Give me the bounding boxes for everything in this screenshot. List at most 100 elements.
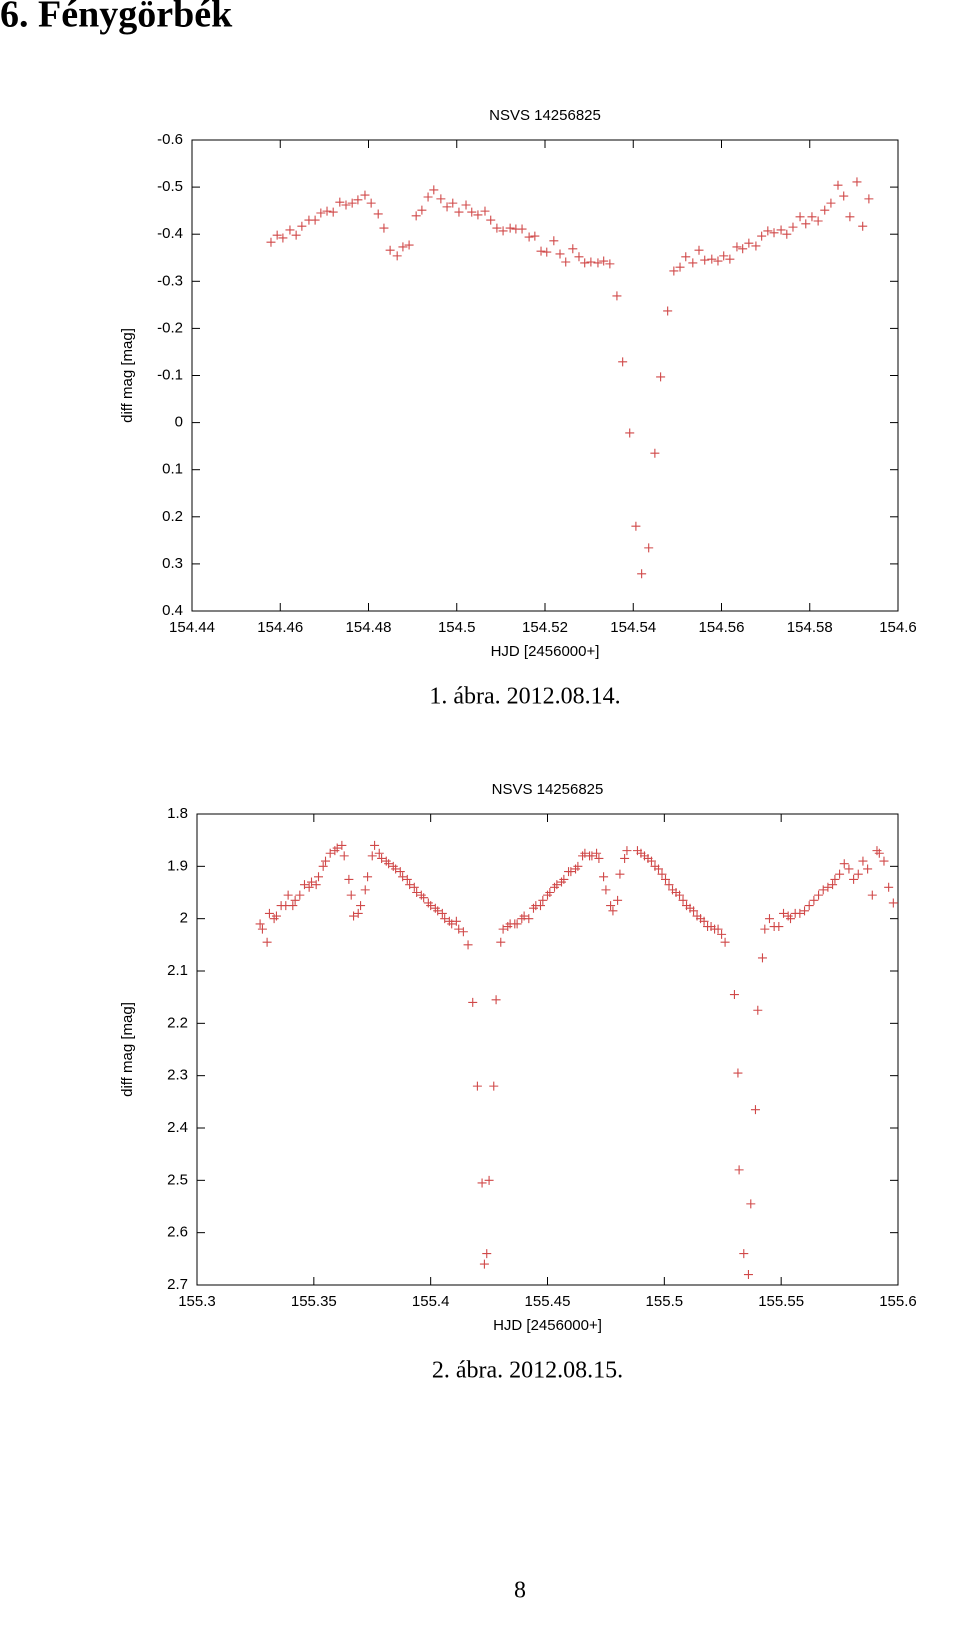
data-point: [322, 206, 332, 216]
data-point: [440, 914, 450, 924]
data-point: [587, 851, 597, 861]
data-point: [505, 223, 515, 233]
data-point: [661, 874, 671, 884]
data-point: [612, 291, 622, 301]
data-point: [750, 1105, 760, 1115]
y-tick-label: 0: [175, 414, 183, 431]
data-point: [484, 1175, 494, 1185]
data-point: [864, 194, 874, 204]
data-point: [782, 229, 792, 239]
data-point: [814, 890, 824, 900]
data-point: [555, 249, 565, 259]
data-point: [370, 840, 380, 850]
data-point: [573, 861, 583, 871]
data-point: [402, 874, 412, 884]
y-tick-label: 2.6: [167, 1224, 188, 1241]
data-point: [339, 851, 349, 861]
figure-caption: 2. ábra. 2012.08.15.: [432, 1358, 623, 1384]
data-point: [580, 848, 590, 858]
x-tick-label: 155.45: [525, 1293, 571, 1310]
data-point: [568, 244, 578, 254]
data-point: [356, 901, 366, 911]
data-point: [746, 1199, 756, 1209]
data-point: [622, 846, 632, 856]
data-point: [266, 237, 276, 247]
data-point: [448, 198, 458, 208]
x-tick-label: 154.46: [257, 619, 303, 636]
y-tick-label: 0.3: [162, 555, 183, 572]
data-point: [366, 198, 376, 208]
data-point: [412, 888, 422, 897]
data-point: [760, 924, 770, 934]
data-point: [417, 205, 427, 215]
data-point: [818, 885, 828, 895]
data-point: [461, 200, 471, 210]
data-point: [795, 212, 805, 222]
data-point: [398, 872, 408, 882]
data-point: [844, 864, 854, 874]
data-point: [353, 908, 363, 918]
data-point: [433, 906, 443, 916]
data-point: [321, 856, 331, 866]
data-point: [552, 880, 562, 890]
x-tick-label: 154.6: [879, 619, 917, 636]
data-point: [615, 869, 625, 879]
data-point: [774, 922, 784, 932]
x-tick-label: 154.56: [699, 619, 745, 636]
data-point: [272, 230, 282, 240]
y-tick-label: -0.5: [157, 178, 183, 195]
data-point: [538, 895, 548, 905]
data-point: [574, 252, 584, 262]
data-point: [310, 215, 320, 225]
y-tick-label: 2.1: [167, 962, 188, 979]
data-point: [734, 1165, 744, 1175]
data-point: [480, 206, 490, 216]
data-point: [314, 872, 324, 882]
data-point: [530, 231, 540, 241]
data-point: [675, 262, 685, 272]
data-point: [374, 848, 384, 858]
data-point: [593, 258, 603, 268]
data-point: [451, 916, 461, 926]
chart-title: NSVS 14256825: [489, 107, 601, 124]
x-tick-label: 154.52: [522, 619, 568, 636]
data-point: [601, 885, 611, 895]
section-heading: 6. Fénygörbék: [0, 0, 233, 36]
data-point: [835, 869, 845, 879]
data-point: [492, 223, 502, 233]
data-point: [332, 843, 342, 853]
data-point: [391, 864, 401, 874]
data-point: [657, 869, 667, 879]
data-point: [804, 901, 814, 911]
data-point: [664, 880, 674, 890]
data-point: [477, 1178, 487, 1188]
data-point: [646, 856, 656, 866]
data-point: [437, 908, 447, 918]
data-point: [725, 254, 735, 264]
y-tick-label: -0.3: [157, 272, 183, 289]
data-point: [839, 191, 849, 201]
data-point: [278, 233, 288, 243]
data-point: [820, 205, 830, 215]
data-point: [536, 246, 546, 256]
x-tick-label: 154.48: [346, 619, 392, 636]
data-point: [468, 997, 478, 1007]
data-point: [863, 864, 873, 874]
data-point: [751, 241, 761, 251]
data-point: [613, 895, 623, 905]
x-tick-label: 154.5: [438, 619, 476, 636]
page-number: 8: [514, 1578, 526, 1604]
chart-title: NSVS 14256825: [492, 781, 604, 798]
data-point: [285, 225, 295, 235]
data-point: [341, 200, 351, 210]
data-point: [288, 901, 298, 911]
data-point: [360, 190, 370, 200]
data-point: [689, 906, 699, 916]
data-point: [757, 231, 767, 241]
data-point: [395, 867, 405, 877]
data-point: [299, 880, 309, 890]
data-point: [813, 216, 823, 226]
data-point: [653, 864, 663, 874]
data-point: [618, 357, 628, 367]
data-point: [467, 207, 477, 217]
